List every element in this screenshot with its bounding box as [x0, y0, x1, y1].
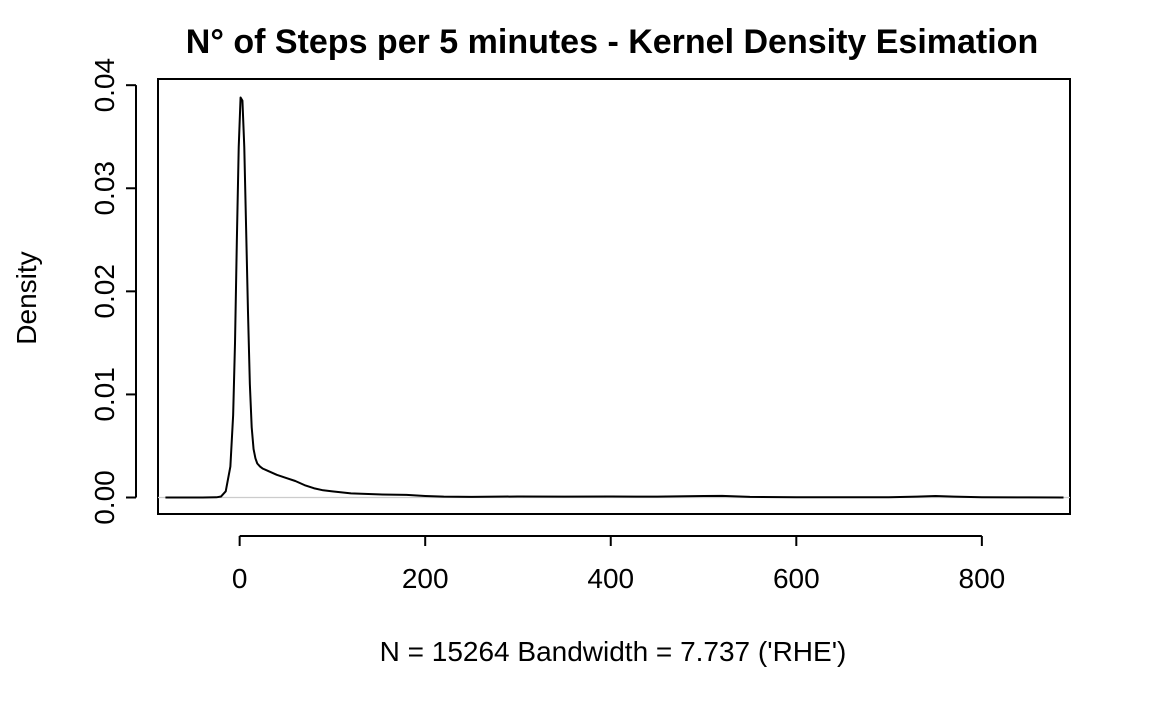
- x-tick-label: 600: [773, 563, 820, 594]
- x-tick-label: 800: [959, 563, 1006, 594]
- y-tick-label: 0.04: [89, 58, 120, 113]
- x-tick-label: 400: [587, 563, 634, 594]
- plot-frame: [157, 78, 1071, 515]
- x-axis: 0 200 400 600 800: [232, 535, 1006, 594]
- x-tick-label: 0: [232, 563, 248, 594]
- y-tick-label: 0.00: [89, 470, 120, 525]
- density-curve: [165, 96, 1064, 499]
- y-tick-label: 0.03: [89, 161, 120, 216]
- y-tick-label: 0.01: [89, 367, 120, 422]
- chart-title: N° of Steps per 5 minutes - Kernel Densi…: [186, 23, 1038, 61]
- x-tick-label: 200: [402, 563, 449, 594]
- y-tick-label: 0.02: [89, 264, 120, 319]
- y-axis: 0.00 0.01 0.02 0.03 0.04: [89, 58, 137, 525]
- y-axis-label: Density: [11, 251, 42, 344]
- x-axis-label: N = 15264 Bandwidth = 7.737 ('RHE'): [380, 636, 847, 667]
